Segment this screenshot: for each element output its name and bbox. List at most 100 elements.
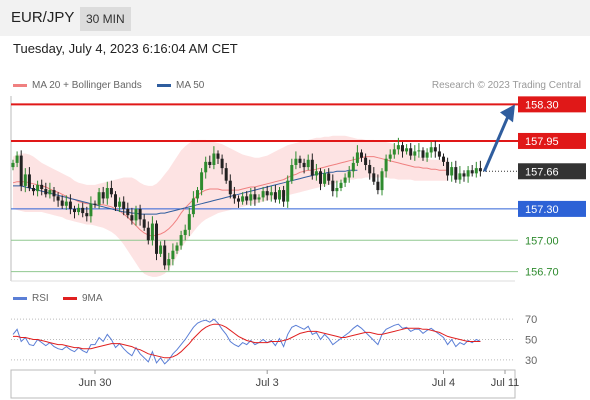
candle-body [388,154,392,159]
rsi-series-1 [13,323,481,359]
level-label-5: 156.70 [525,267,559,279]
rsi-ma-label: 9MA [82,293,103,304]
candle-body [138,208,142,220]
candle-body [294,158,298,165]
candle-body [163,245,167,266]
candle-body [187,214,191,230]
legend-rsi: RSI [13,293,49,304]
forecast-arrow-shaft [483,115,510,172]
candle-body [52,190,56,197]
candle-body [142,219,146,228]
candle-body [261,191,265,198]
candle-body [364,157,368,165]
candle-body [253,194,257,200]
candle-body [15,155,19,163]
candle-body [429,147,433,153]
candle-body [405,148,409,152]
rsi-ma-swatch [63,296,77,300]
candle-body [355,152,359,163]
candle-body [105,188,109,199]
candle-body [93,203,97,205]
candle-body [85,213,89,217]
credit-text: Research © 2023 Trading Central [431,80,581,91]
candle-body [23,174,27,186]
candle-body [146,227,150,241]
candle-body [278,190,281,200]
candle-body [282,190,286,202]
candle-body [60,200,64,206]
candle-body [44,189,48,195]
candle-body [241,196,245,202]
candle-body [380,171,384,191]
ma20-label: MA 20 + Bollinger Bands [32,80,142,91]
level-tag-1 [518,132,586,149]
timeframe-badge[interactable]: 30 MIN [80,7,131,31]
candle-body [249,194,253,201]
candle-body [77,207,81,213]
candle-body [48,190,52,195]
candle-body [126,208,130,216]
candle-body [257,197,261,200]
candle-body [27,174,31,188]
ma50-swatch [157,83,171,87]
candle-body [470,170,474,174]
header-bar: EUR/JPY 30 MIN [0,0,590,36]
x-tick-label-2: Jul 4 [432,377,455,389]
candle-body [450,167,454,176]
candle-body [265,191,269,196]
ma50-label: MA 50 [176,80,205,91]
candle-body [228,180,232,195]
candle-body [56,196,60,201]
level-label-0: 158.30 [525,99,559,111]
candle-body [200,172,204,191]
candle-body [175,245,179,251]
candle-body [224,168,228,181]
candle-body [89,203,93,217]
candle-body [122,201,126,209]
candle-body [446,161,450,176]
legend-ma20: MA 20 + Bollinger Bands [13,80,142,91]
candle-body [68,201,72,209]
candle-body [167,259,171,266]
candle-body [478,168,482,172]
level-label-1: 157.95 [525,136,559,148]
candle-body [454,167,458,180]
rsi-tick-2: 30 [525,355,537,367]
candle-body [437,151,441,157]
candle-body [302,162,306,168]
candle-body [413,151,417,156]
x-tick-label-0: Jun 30 [78,377,111,389]
pair-title: EUR/JPY [11,9,75,26]
candle-body [212,153,216,165]
candle-body [216,153,220,159]
candle-body [11,162,15,168]
candle-body [327,173,331,181]
date-label: Tuesday, July 4, 2023 6:16:04 AM CET [13,41,238,56]
candle-body [183,229,187,236]
candle-body [114,194,117,207]
candle-body [409,148,413,156]
candle-body [245,196,249,201]
candle-body [442,156,445,162]
candle-body [64,201,68,206]
candle-body [150,223,154,241]
candle-body [306,159,310,168]
candle-body [81,207,85,214]
candle-body [458,173,462,180]
rsi-tick-0: 70 [525,314,537,326]
candle-body [118,201,122,207]
candle-body [130,215,134,221]
candle-body [376,181,380,191]
level-tag-0 [518,96,586,113]
candle-body [204,161,208,173]
candle-body [421,150,425,158]
candle-body [134,208,138,221]
candle-body [273,192,277,200]
candle-body [462,173,466,177]
candle-body [109,188,113,195]
candle-body [101,192,105,199]
candle-body [368,165,372,174]
candle-body [171,250,175,260]
candle-body [319,171,322,184]
level-label-2: 157.66 [525,166,559,178]
